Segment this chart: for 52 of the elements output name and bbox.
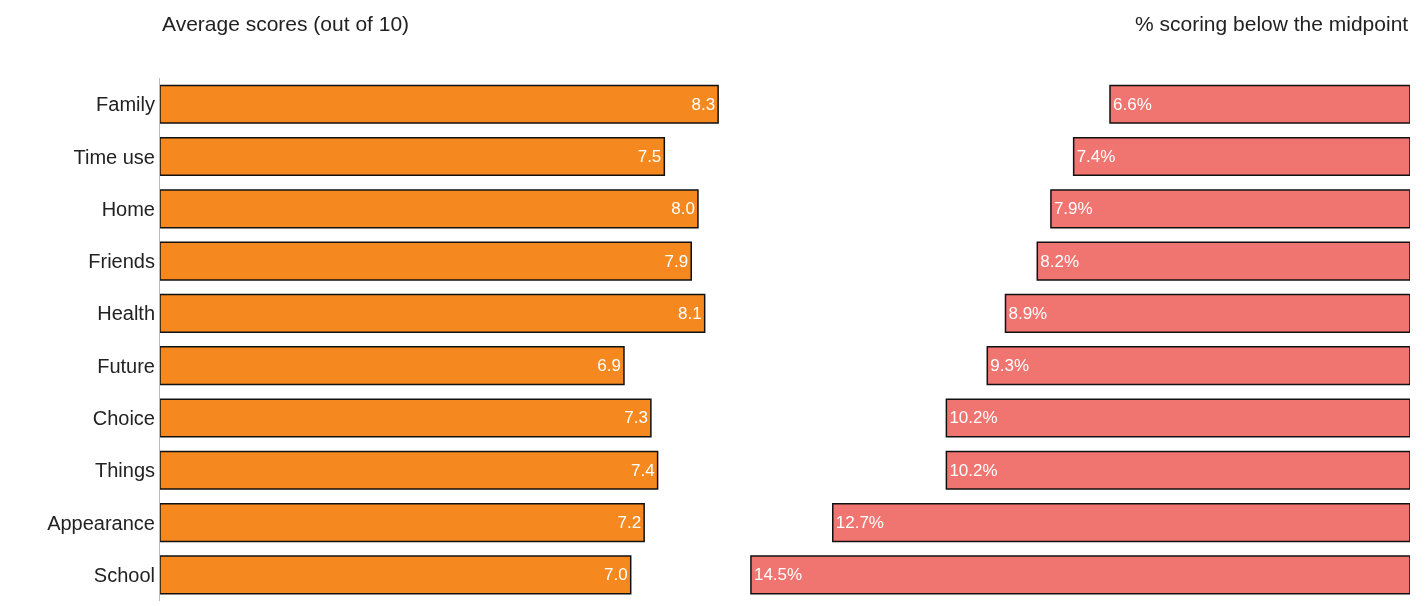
data-label: 7.4 [630, 460, 655, 480]
bar [1050, 189, 1410, 229]
bar [1072, 136, 1410, 177]
bar [160, 84, 719, 124]
chart-title: Average scores (out of 10) [162, 12, 410, 35]
bar [160, 555, 632, 595]
data-label: 6.6% [1113, 94, 1152, 114]
bar [1004, 293, 1410, 333]
y-tick-label: Family [96, 93, 155, 116]
bar [160, 136, 666, 177]
data-label: 7.5 [637, 147, 662, 167]
y-tick-label: Friends [88, 250, 155, 273]
y-tick-label: Things [94, 459, 155, 482]
data-label: 7.2 [617, 513, 642, 533]
data-label: 7.3 [624, 408, 648, 428]
data-label: 8.1 [678, 303, 702, 323]
data-label: 9.3% [990, 356, 1030, 376]
y-tick-label: Future [97, 354, 155, 377]
y-tick-label: Time use [73, 145, 155, 168]
y-tick-label: School [93, 563, 155, 586]
data-label: 8.2% [1040, 251, 1080, 271]
data-label: 8.0 [671, 199, 695, 219]
y-tick-label: Appearance [47, 511, 155, 534]
y-tick-label: Choice [92, 406, 155, 429]
bar [160, 450, 659, 490]
data-label: 8.3 [691, 94, 716, 114]
bar [832, 502, 1410, 543]
bar [160, 189, 699, 229]
y-tick-label: Home [101, 197, 155, 220]
y-tick-label: Health [97, 302, 155, 325]
chart-title: % scoring below the midpoint [1135, 12, 1409, 35]
bar [945, 398, 1410, 438]
bar [1036, 241, 1410, 281]
bar [1109, 84, 1410, 124]
data-label: 7.4% [1076, 147, 1116, 167]
bar [160, 502, 645, 543]
bar [160, 293, 706, 333]
data-label: 7.0 [604, 565, 628, 585]
data-label: 12.7% [835, 513, 884, 533]
bar [986, 346, 1410, 386]
data-label: 14.5% [753, 565, 803, 585]
data-label: 10.2% [949, 408, 998, 428]
bar [945, 450, 1410, 490]
bar [160, 398, 652, 438]
data-label: 7.9 [664, 251, 689, 271]
bar [750, 555, 1410, 595]
data-label: 10.2% [949, 460, 998, 480]
bar [160, 241, 692, 281]
data-label: 8.9% [1008, 303, 1048, 323]
bar [160, 346, 625, 386]
data-label: 6.9 [597, 356, 621, 376]
data-label: 7.9% [1053, 199, 1093, 219]
